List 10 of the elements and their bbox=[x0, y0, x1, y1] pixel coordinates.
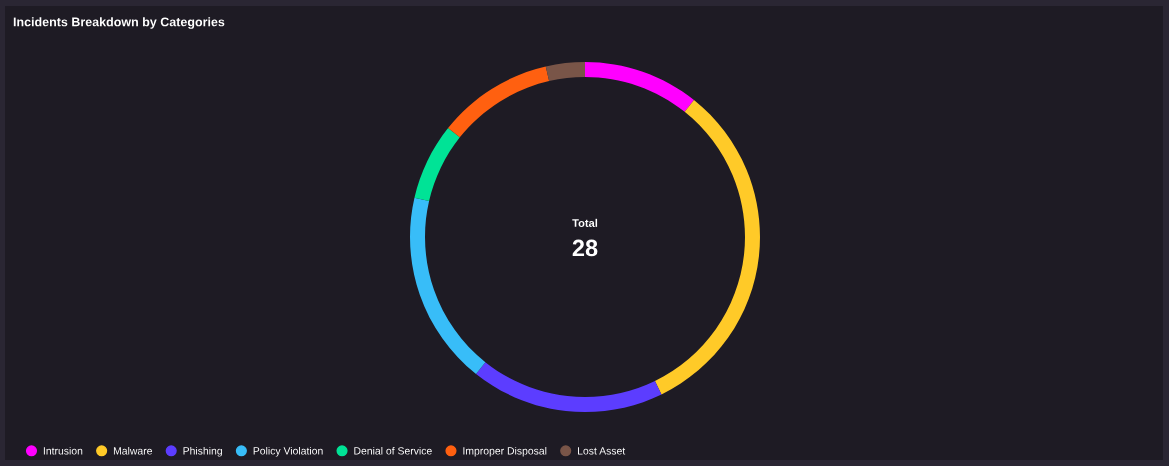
text: 28 bbox=[572, 239, 598, 257]
legend-label: Intrusion bbox=[43, 446, 83, 455]
legend-label: Policy Violation bbox=[253, 446, 323, 457]
legend-label: Malware bbox=[113, 446, 152, 455]
legend-label: Lost Asset bbox=[578, 447, 626, 455]
text: Total bbox=[572, 218, 598, 227]
legend-label: Improper Disposal bbox=[463, 446, 547, 457]
legend-label: Phishing bbox=[183, 446, 222, 457]
legend-label: Denial of Service bbox=[354, 446, 432, 455]
chart-title: Incidents Breakdown by Categories bbox=[13, 17, 225, 29]
